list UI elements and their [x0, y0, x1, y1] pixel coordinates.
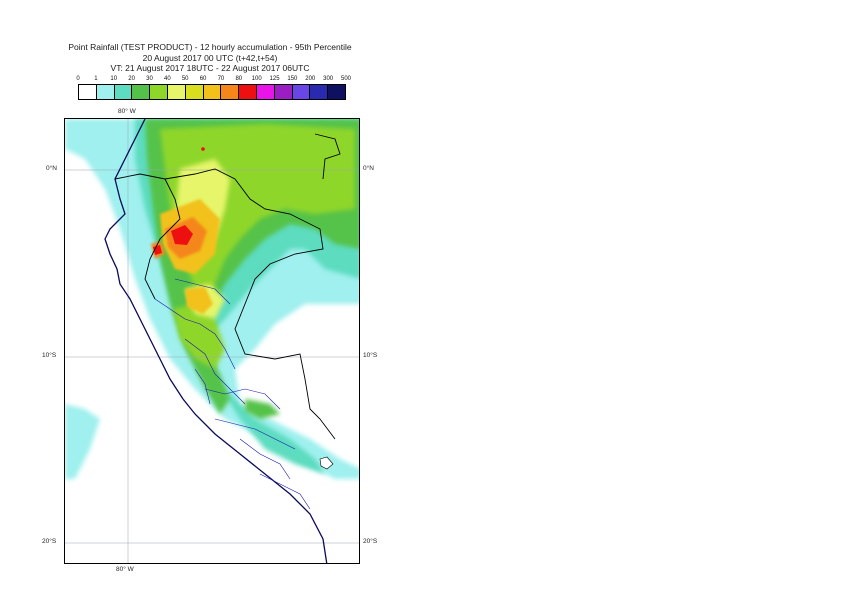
legend-tick-label: 0 — [76, 76, 80, 82]
legend-swatch — [79, 85, 97, 99]
legend-tick-label: 100 — [251, 76, 262, 82]
legend-color-bar — [78, 84, 346, 100]
coastline — [104, 119, 328, 563]
regional-borders — [154, 278, 311, 510]
legend-tick-label: 60 — [199, 76, 207, 82]
legend-swatch — [132, 85, 151, 99]
legend-swatch — [221, 85, 240, 99]
lat-label-20s-right: 20°S — [363, 538, 378, 545]
color-legend: 0 1 10 20 30 40 50 60 70 80 100 125 150 200 300 500 — [76, 76, 351, 102]
legend-tick-label: 150 — [287, 76, 298, 82]
legend-tick-label: 500 — [340, 76, 352, 82]
legend-swatch — [96, 85, 115, 99]
legend-swatch — [256, 85, 275, 99]
legend-swatch — [203, 85, 222, 99]
title-line-3: VT: 21 August 2017 18UTC - 22 August 201… — [110, 63, 310, 73]
title-line-1: Point Rainfall (TEST PRODUCT) - 12 hourl… — [68, 42, 352, 52]
legend-swatch — [310, 85, 329, 99]
lat-label-eq-right: 0°N — [363, 165, 374, 172]
legend-swatch — [292, 85, 311, 99]
map-canvas — [65, 119, 359, 563]
legend-swatch — [274, 85, 293, 99]
legend-tick-label: 50 — [181, 76, 189, 82]
country-borders — [114, 133, 341, 440]
legend-tick-label: 125 — [269, 76, 280, 82]
legend-tick-label: 300 — [323, 76, 334, 82]
legend-swatch — [328, 85, 345, 99]
legend-swatch — [239, 85, 257, 99]
legend-swatch — [167, 85, 186, 99]
legend-swatch — [185, 85, 204, 99]
rainfall-map: 80° W — [64, 118, 360, 564]
legend-swatch — [114, 85, 133, 99]
legend-tick-label: 40 — [163, 76, 171, 82]
lon-label-top-outer: 80° W — [118, 108, 136, 115]
lake-titicaca — [319, 456, 334, 470]
title-line-2: 20 August 2017 00 UTC (t+42,t+54) — [142, 52, 278, 63]
legend-tick-label: 30 — [146, 76, 153, 82]
legend-tick-label: 1 — [94, 76, 98, 82]
legend-tick-label: 10 — [110, 76, 118, 82]
lat-label-eq-left: 0°N — [46, 165, 57, 172]
legend-tick-label: 70 — [217, 76, 225, 82]
legend-tick-label: 80 — [235, 76, 243, 82]
chart-title-block: Point Rainfall (TEST PRODUCT) - 12 hourl… — [40, 42, 380, 74]
graticule — [65, 119, 359, 563]
lat-label-10s-left: 10°S — [42, 352, 57, 359]
legend-swatch — [150, 85, 168, 99]
lat-label-20s-left: 20°S — [42, 538, 57, 545]
lat-label-10s-right: 10°S — [363, 352, 378, 359]
lon-label-bottom: 80° W — [116, 566, 134, 573]
legend-tick-label: 20 — [128, 76, 135, 82]
legend-tick-label: 200 — [305, 76, 316, 82]
